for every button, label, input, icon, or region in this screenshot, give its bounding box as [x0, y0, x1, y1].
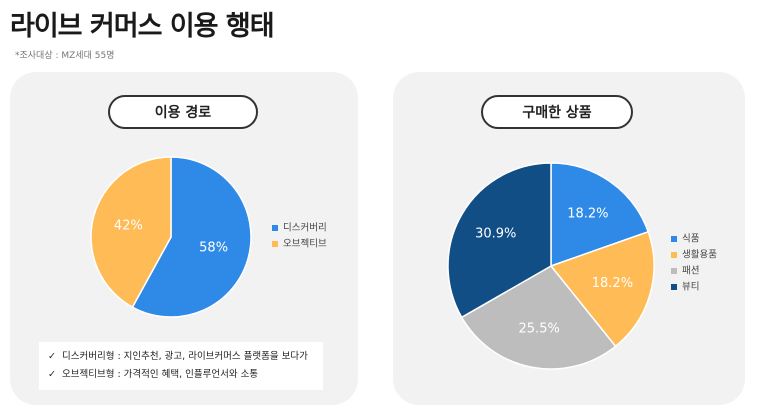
usage-path-heading: 이용 경로	[108, 95, 258, 129]
usage-legend-swatch	[272, 225, 278, 231]
purchase-legend-label: 식품	[682, 234, 700, 245]
check-icon: ✓	[48, 351, 56, 362]
survey-note: *조사대상 : MZ세대 55명	[15, 51, 115, 61]
purchase-legend-label: 뷰티	[682, 282, 699, 293]
note-line-discovery: ✓ 디스커버리형 : 지인추천, 광고, 라이브커머스 플랫폼을 보다가	[48, 348, 315, 366]
purchased-items-heading: 구매한 상품	[481, 95, 633, 129]
purchase-legend-swatch	[671, 236, 677, 242]
usage-pie-slice	[131, 156, 252, 318]
purchase-legend-swatch	[671, 252, 677, 258]
usage-pie-slice	[90, 156, 172, 309]
purchase-pie-slice	[460, 265, 617, 370]
usage-legend-swatch	[272, 241, 278, 247]
purchase-slice-label: 18.2%	[567, 206, 608, 221]
note-text-discovery: 디스커버리형 : 지인추천, 광고, 라이브커머스 플랫폼을 보다가	[62, 351, 308, 362]
purchase-legend-label: 패션	[682, 266, 699, 277]
purchase-legend-swatch	[671, 284, 677, 290]
usage-slice-label: 58%	[199, 240, 228, 255]
usage-legend-label: 오브젝티브	[283, 239, 327, 250]
page-title: 라이브 커머스 이용 행태	[10, 11, 275, 42]
check-icon: ✓	[48, 369, 56, 380]
purchase-slice-label: 18.2%	[592, 276, 633, 291]
usage-slice-label: 42%	[114, 219, 143, 234]
purchase-legend-swatch	[671, 268, 677, 274]
usage-legend-label: 디스커버리	[283, 223, 327, 234]
purchase-legend-label: 생활용품	[682, 249, 717, 261]
purchase-pie-slice	[447, 162, 552, 319]
note-text-objective: 오브젝티브형 : 가격적인 혜택, 인플루언서와 소통	[62, 369, 259, 380]
note-line-objective: ✓ 오브젝티브형 : 가격적인 혜택, 인플루언서와 소통	[48, 366, 315, 384]
purchase-slice-label: 30.9%	[475, 227, 516, 242]
purchase-slice-label: 25.5%	[519, 321, 560, 336]
purchase-pie-slice	[549, 230, 655, 348]
usage-path-notes: ✓ 디스커버리형 : 지인추천, 광고, 라이브커머스 플랫폼을 보다가 ✓ 오브젝…	[39, 342, 323, 390]
